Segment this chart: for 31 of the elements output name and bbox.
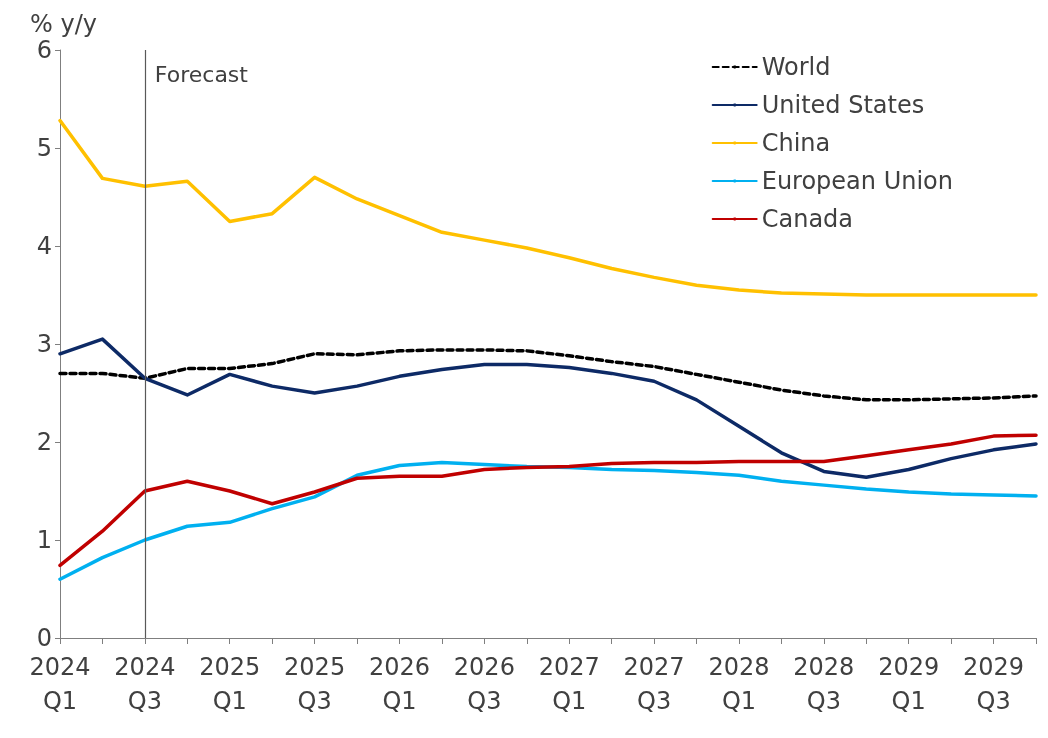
line-series xyxy=(58,118,1038,297)
line-series xyxy=(58,433,1038,568)
x-tick-label: 2024 Q1 xyxy=(29,653,91,715)
y-tick-label: 2 xyxy=(36,428,52,456)
x-tick-label: 2026 Q1 xyxy=(368,653,431,715)
y-tick-label: 3 xyxy=(36,330,52,358)
x-tick-label: 2025 Q1 xyxy=(199,653,261,715)
ref-line-label: Forecast xyxy=(154,61,249,87)
legend-label: United States xyxy=(761,91,925,119)
x-tick-label: 2028 Q3 xyxy=(793,653,855,715)
legend-label: Canada xyxy=(761,205,854,233)
y-tick-label: 1 xyxy=(36,526,52,554)
y-axis-title: % y/y xyxy=(30,10,97,38)
x-tick-label: 2027 Q3 xyxy=(623,653,685,715)
x-tick-label: 2025 Q3 xyxy=(284,653,346,715)
line-series xyxy=(58,337,1038,480)
x-tick-label: 2029 Q1 xyxy=(878,653,940,715)
legend-label: China xyxy=(761,129,831,157)
x-tick-label: 2028 Q1 xyxy=(708,653,770,715)
legend-label: World xyxy=(761,53,831,81)
line-series xyxy=(58,348,1038,402)
legend-label: European Union xyxy=(761,167,954,195)
y-tick-label: 6 xyxy=(36,36,52,64)
y-tick-label: 5 xyxy=(36,134,52,162)
x-tick-label: 2024 Q3 xyxy=(114,653,176,715)
x-tick-label: 2029 Q3 xyxy=(963,653,1025,715)
y-tick-label: 4 xyxy=(36,232,52,260)
x-tick-label: 2027 Q1 xyxy=(538,653,600,715)
x-tick-label: 2026 Q3 xyxy=(453,653,515,715)
y-tick-label: 0 xyxy=(36,624,52,652)
line-series xyxy=(58,460,1038,581)
